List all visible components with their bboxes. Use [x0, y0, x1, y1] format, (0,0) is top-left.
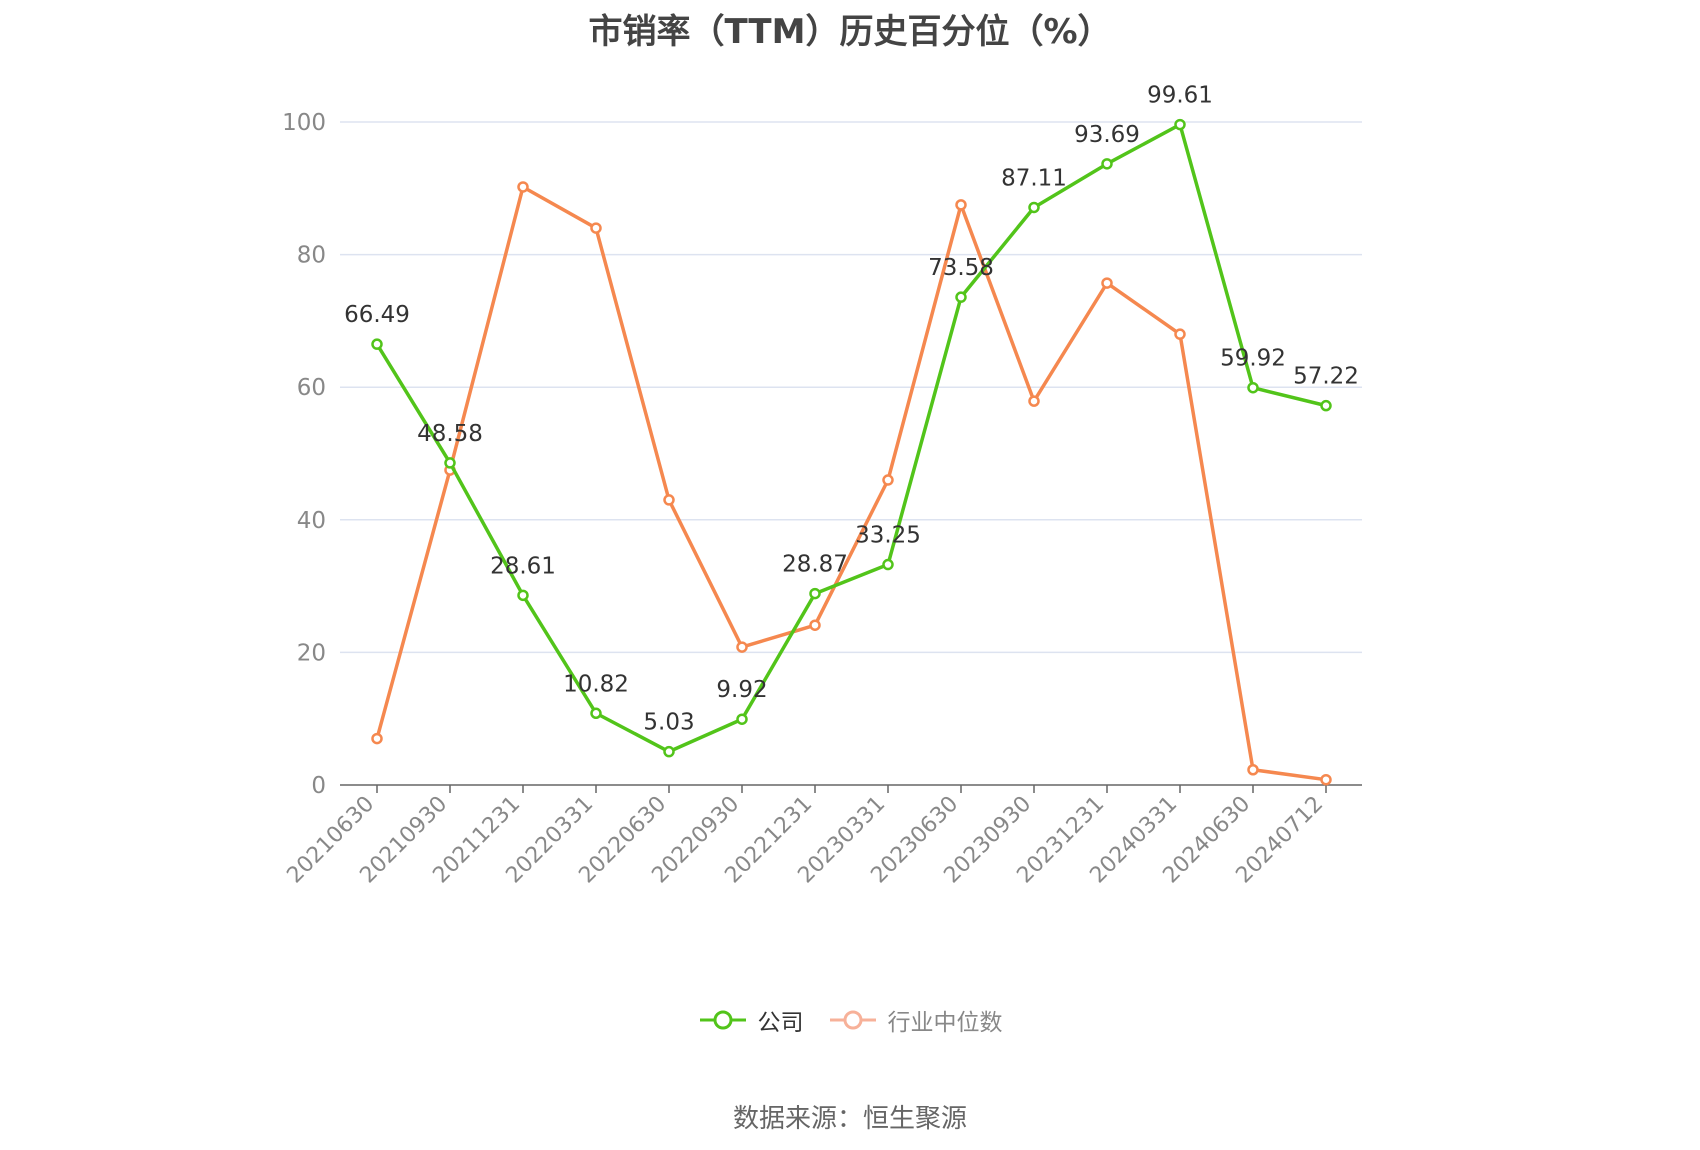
industry-point-20240331 — [1174, 328, 1186, 340]
industry-point-20221231 — [809, 619, 821, 631]
company-data-label-20210630: 66.49 — [344, 302, 410, 328]
y-tick-label-20: 20 — [297, 640, 326, 666]
industry-point-20230331 — [882, 474, 894, 486]
industry-point-20240712 — [1320, 773, 1332, 786]
industry-point-20220630 — [663, 494, 675, 506]
y-tick-label-0: 0 — [311, 773, 326, 799]
legend-industry-label: 行业中位数 — [887, 1010, 1003, 1036]
company-data-label-20220630: 5.03 — [643, 710, 694, 736]
industry-point-20210630 — [371, 732, 383, 745]
company-data-label-20220930: 9.92 — [716, 677, 767, 703]
y-tick-label-40: 40 — [297, 508, 326, 534]
company-data-label-20240630: 59.92 — [1220, 346, 1286, 372]
company-data-label-20230930: 87.11 — [1001, 165, 1067, 191]
legend-item-industry[interactable]: 行业中位数 — [828, 1003, 1003, 1037]
legend-item-company[interactable]: 公司 — [698, 1003, 804, 1037]
company-data-label-20211231: 28.61 — [490, 553, 556, 579]
company-data-label-20230331: 33.25 — [855, 523, 921, 549]
company-point-20230930 — [1028, 201, 1040, 214]
series-line-company — [375, 122, 1327, 754]
y-tick-label-80: 80 — [297, 243, 326, 269]
line-chart: 0204060801002021063020210930202112312022… — [282, 83, 1362, 888]
company-data-label-20230630: 73.58 — [928, 255, 994, 281]
legend-company-marker-icon — [699, 1010, 746, 1030]
company-point-20230630 — [955, 291, 967, 303]
company-point-20220331 — [590, 707, 602, 720]
company-data-label-20231231: 93.69 — [1074, 122, 1140, 148]
grid-lines — [340, 121, 1362, 654]
industry-point-20220930 — [736, 641, 748, 653]
data-labels: 66.49 48.58 28.61 10.82 5.03 9.92 28.87 33.25 73… — [344, 83, 1359, 736]
legend[interactable]: 公司 行业中位数 — [0, 1003, 1700, 1037]
company-point-20220930 — [736, 713, 748, 725]
company-point-20211231 — [517, 589, 529, 602]
axes: 0204060801002021063020210930202112312022… — [282, 110, 1362, 888]
company-data-label-20240331: 99.61 — [1147, 83, 1213, 109]
industry-point-20231231 — [1101, 277, 1113, 289]
series — [371, 118, 1332, 786]
company-data-label-20221231: 28.87 — [782, 552, 848, 578]
company-point-20231231 — [1101, 158, 1113, 170]
series-line-industry — [375, 185, 1327, 782]
industry-point-20240630 — [1247, 764, 1259, 776]
company-data-label-20240712: 57.22 — [1293, 364, 1359, 390]
industry-point-20230630 — [955, 199, 967, 211]
company-point-20210930 — [444, 457, 456, 469]
company-point-20221231 — [809, 587, 821, 600]
y-tick-label-100: 100 — [282, 110, 326, 136]
industry-point-20220331 — [590, 222, 602, 234]
company-data-label-20210930: 48.58 — [417, 421, 483, 447]
legend-industry-marker-icon — [829, 1010, 876, 1030]
company-point-20210630 — [371, 338, 383, 350]
company-point-20220630 — [663, 745, 675, 758]
company-point-20240331 — [1174, 118, 1186, 131]
company-point-20240630 — [1247, 381, 1259, 394]
industry-point-20211231 — [517, 181, 529, 193]
company-point-20230331 — [882, 558, 894, 571]
chart-title: 市销率（TTM）历史百分位（%） — [588, 12, 1112, 52]
industry-point-20230930 — [1028, 395, 1040, 407]
company-data-label-20220331: 10.82 — [563, 671, 629, 697]
company-point-20240712 — [1320, 399, 1332, 412]
legend-company-label: 公司 — [757, 1010, 804, 1036]
y-tick-label-60: 60 — [297, 375, 326, 401]
data-source: 数据来源：恒生聚源 — [732, 1104, 967, 1134]
